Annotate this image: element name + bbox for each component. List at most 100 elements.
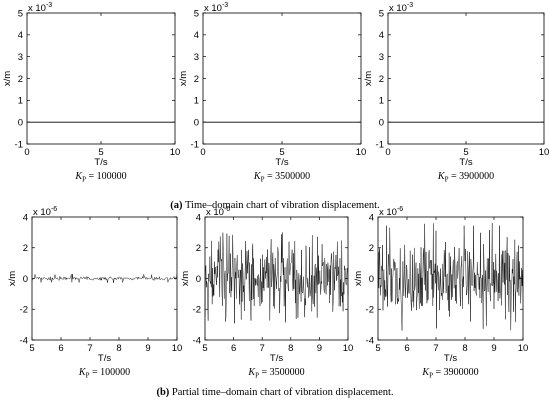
y-exponent-label: x 10-6 xyxy=(379,206,403,218)
caption-a-label: (a) xyxy=(170,200,183,211)
y-tick-label: 3 xyxy=(194,52,199,63)
x-tick-label: 5 xyxy=(463,147,468,158)
y-tick-label: 4 xyxy=(196,212,201,223)
y-tick-label: -1 xyxy=(376,139,384,150)
y-exponent-base: x 10 xyxy=(204,3,222,14)
kp-subscript: P xyxy=(255,372,259,380)
kp-symbol: K xyxy=(247,367,256,378)
y-exponent-base: x 10 xyxy=(33,207,51,218)
y-tick-label: 2 xyxy=(369,243,374,254)
kp-label: KP = 3900000 xyxy=(437,171,494,184)
chart-panel-5: 5 6 7 8 9 10 -4 -2 0 2 4 T/s x/m x 10-6 KP = 3500000 xyxy=(180,206,353,380)
series-line xyxy=(204,232,349,324)
y-exponent-base: x 10 xyxy=(206,207,224,218)
kp-value: = 3900000 xyxy=(433,367,479,378)
x-tick-label: 5 xyxy=(98,147,103,158)
chart-panel-6: 5 6 7 8 9 10 -4 -2 0 2 4 T/s x/m x 10-6 KP = 3900000 xyxy=(353,206,528,380)
y-tick-label: 2 xyxy=(379,74,384,85)
y-exponent-label: x 10-6 xyxy=(33,206,57,218)
x-tick-label: 7 xyxy=(87,343,92,354)
kp-label: KP = 3500000 xyxy=(253,171,310,184)
y-tick-label: 0 xyxy=(18,117,23,128)
y-exponent-label: x 10-3 xyxy=(28,2,52,14)
kp-value: = 3900000 xyxy=(448,171,494,182)
y-tick-label: -2 xyxy=(366,305,374,316)
y-tick-label: -1 xyxy=(191,139,199,150)
kp-symbol: K xyxy=(74,171,83,182)
y-tick-label: 2 xyxy=(23,243,28,254)
kp-value: = 3500000 xyxy=(259,367,305,378)
y-exponent-base: x 10 xyxy=(28,3,46,14)
kp-label: KP = 100000 xyxy=(74,171,126,184)
y-tick-label: 3 xyxy=(18,52,23,63)
y-tick-label: 5 xyxy=(379,8,384,19)
plot-frame xyxy=(204,216,349,341)
y-exponent-label: x 10-3 xyxy=(204,2,228,14)
caption-a: (a) Time–domain chart of vibration displ… xyxy=(170,200,379,211)
x-tick-label: 5 xyxy=(279,147,284,158)
y-exponent-power: -6 xyxy=(224,206,230,213)
x-tick-label: 6 xyxy=(58,343,63,354)
caption-b: (b) Partial time–domain chart of vibrati… xyxy=(156,387,393,398)
kp-label: KP = 3900000 xyxy=(421,367,478,380)
kp-subscript: P xyxy=(86,372,90,380)
x-axis-label: T/s xyxy=(98,353,111,364)
y-tick-label: 2 xyxy=(194,74,199,85)
y-tick-label: -4 xyxy=(193,335,201,346)
x-tick-label: 10 xyxy=(343,343,354,354)
y-tick-label: -4 xyxy=(366,335,374,346)
x-tick-label: 5 xyxy=(29,343,34,354)
y-exponent-base: x 10 xyxy=(389,3,407,14)
x-tick-label: 10 xyxy=(518,343,529,354)
x-tick-label: 6 xyxy=(404,343,409,354)
x-tick-label: 0 xyxy=(200,147,205,158)
y-exponent-label: x 10-6 xyxy=(206,206,230,218)
x-tick-label: 8 xyxy=(462,343,467,354)
y-tick-label: 4 xyxy=(379,30,384,41)
x-tick-label: 10 xyxy=(170,147,181,158)
x-axis-label: T/s xyxy=(275,157,288,168)
kp-subscript: P xyxy=(445,176,449,184)
caption-a-text: Time–domain chart of vibration displacem… xyxy=(183,200,380,211)
y-axis-label: x/m xyxy=(363,71,374,86)
y-exponent-power: -6 xyxy=(51,206,57,213)
x-tick-label: 8 xyxy=(116,343,121,354)
plot-frame xyxy=(26,12,176,145)
y-tick-label: 0 xyxy=(196,274,201,285)
kp-label: KP = 100000 xyxy=(78,367,130,380)
kp-symbol: K xyxy=(421,367,430,378)
kp-subscript: P xyxy=(261,176,265,184)
y-tick-label: 0 xyxy=(379,117,384,128)
y-tick-label: 3 xyxy=(379,52,384,63)
x-tick-label: 8 xyxy=(288,343,293,354)
y-tick-label: 2 xyxy=(196,243,201,254)
y-exponent-base: x 10 xyxy=(379,207,397,218)
plot-frame xyxy=(202,12,362,145)
x-tick-label: 9 xyxy=(145,343,150,354)
y-exponent-power: -6 xyxy=(397,206,403,213)
kp-subscript: P xyxy=(429,372,433,380)
x-axis-label: T/s xyxy=(459,157,472,168)
y-tick-label: 1 xyxy=(194,96,199,107)
y-tick-label: 1 xyxy=(18,96,23,107)
y-tick-label: -1 xyxy=(15,139,23,150)
plot-frame xyxy=(387,12,545,145)
y-tick-label: 2 xyxy=(18,74,23,85)
y-tick-label: 0 xyxy=(23,274,28,285)
caption-b-text: Partial time–domain chart of vibration d… xyxy=(169,387,393,398)
x-axis-label: T/s xyxy=(444,353,457,364)
y-exponent-power: -3 xyxy=(46,2,52,9)
y-tick-label: 1 xyxy=(379,96,384,107)
x-tick-label: 10 xyxy=(172,343,183,354)
y-tick-label: 4 xyxy=(18,30,23,41)
y-tick-label: 4 xyxy=(194,30,199,41)
y-tick-label: 4 xyxy=(23,212,28,223)
kp-label: KP = 3500000 xyxy=(247,367,304,380)
y-axis-label: x/m xyxy=(7,271,18,286)
y-tick-label: 0 xyxy=(194,117,199,128)
y-axis-label: x/m xyxy=(353,271,364,286)
